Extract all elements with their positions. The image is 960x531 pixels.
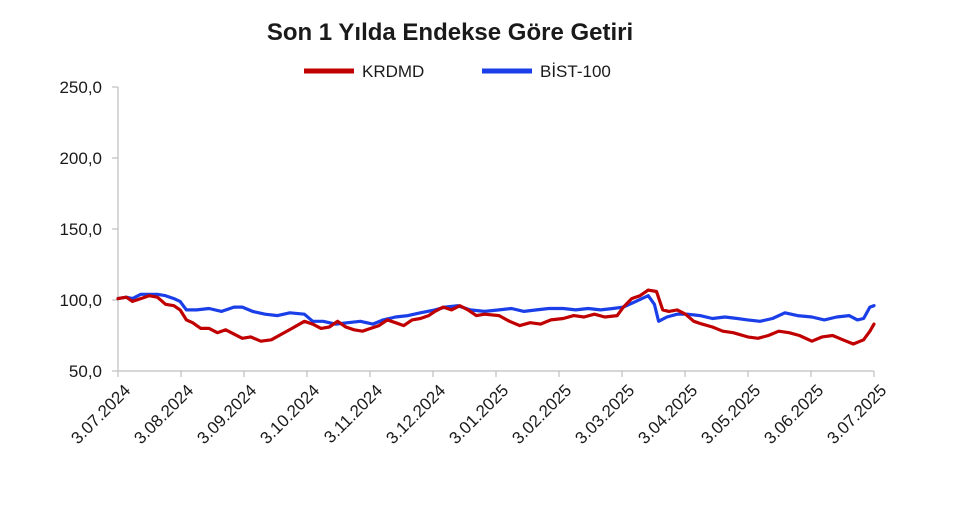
- x-tick-label: 3.07.2025: [823, 381, 890, 448]
- y-tick-label: 150,0: [59, 220, 102, 239]
- y-tick-label: 50,0: [69, 362, 102, 381]
- x-tick-label: 3.11.2024: [320, 381, 386, 447]
- x-axis: 3.07.20243.08.20243.09.20243.10.20243.11…: [67, 370, 890, 448]
- series-layer: [116, 288, 876, 346]
- y-axis: 50,0 100,0 150,0 200,0 250,0: [59, 78, 119, 381]
- x-tick-label: 3.12.2024: [382, 381, 449, 448]
- chart-title: Son 1 Yılda Endekse Göre Getiri: [267, 19, 633, 46]
- series-line-bist100: [116, 292, 876, 326]
- x-tick-label: 3.05.2025: [697, 381, 764, 448]
- y-tick-label: 250,0: [59, 78, 102, 97]
- series-line-krdmd: [116, 288, 876, 346]
- legend-label-krdmd: KRDMD: [362, 62, 424, 81]
- x-tick-label: 3.06.2025: [760, 381, 827, 448]
- x-tick-label: 3.01.2025: [445, 381, 512, 448]
- x-tick-label: 3.04.2025: [634, 381, 701, 448]
- x-tick-label: 3.09.2024: [193, 381, 260, 448]
- y-tick-label: 100,0: [59, 291, 102, 310]
- y-tick-label: 200,0: [59, 149, 102, 168]
- x-tick-label: 3.07.2024: [67, 381, 134, 448]
- x-tick-label: 3.03.2025: [571, 381, 638, 448]
- x-tick-label: 3.10.2024: [256, 381, 323, 448]
- x-tick-label: 3.08.2024: [130, 381, 197, 448]
- legend-label-bist100: BİST-100: [540, 62, 611, 81]
- legend: KRDMD BİST-100: [304, 62, 611, 81]
- x-tick-label: 3.02.2025: [508, 381, 575, 448]
